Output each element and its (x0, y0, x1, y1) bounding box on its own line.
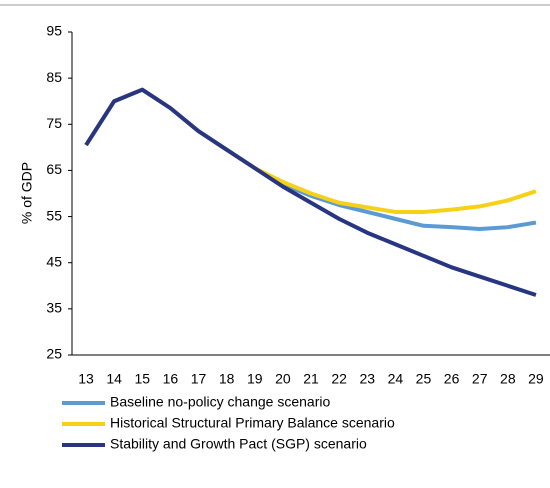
x-tick-label: 28 (500, 371, 516, 387)
x-tick-label: 21 (303, 371, 319, 387)
legend-label: Stability and Growth Pact (SGP) scenario (110, 436, 367, 452)
y-tick-label: 45 (46, 253, 62, 269)
y-tick-label: 75 (46, 115, 62, 131)
x-tick-label: 16 (163, 371, 179, 387)
x-tick-label: 22 (331, 371, 347, 387)
y-tick-label: 65 (46, 161, 62, 177)
x-tick-label: 25 (416, 371, 432, 387)
x-tick-label: 14 (106, 371, 122, 387)
y-tick-label: 25 (46, 346, 62, 362)
x-tick-label: 19 (247, 371, 263, 387)
legend-label: Baseline no-policy change scenario (110, 394, 330, 410)
data-line (84, 87, 537, 297)
x-tick-label: 29 (528, 371, 544, 387)
x-tick-label: 24 (388, 371, 404, 387)
x-tick-label: 20 (275, 371, 291, 387)
x-tick-label: 17 (191, 371, 207, 387)
x-tick-label: 18 (219, 371, 235, 387)
y-tick-label: 55 (46, 207, 62, 223)
x-tick-label: 23 (359, 371, 375, 387)
x-tick-label: 26 (444, 371, 460, 387)
data-line (84, 87, 537, 214)
x-tick-label: 15 (135, 371, 151, 387)
y-tick-label: 95 (46, 23, 62, 39)
y-tick-label: 85 (46, 69, 62, 85)
y-tick-label: 35 (46, 300, 62, 316)
y-axis-label: % of GDP (19, 162, 35, 224)
legend-label: Historical Structural Primary Balance sc… (110, 415, 395, 431)
x-tick-label: 27 (472, 371, 488, 387)
x-tick-label: 13 (78, 371, 94, 387)
